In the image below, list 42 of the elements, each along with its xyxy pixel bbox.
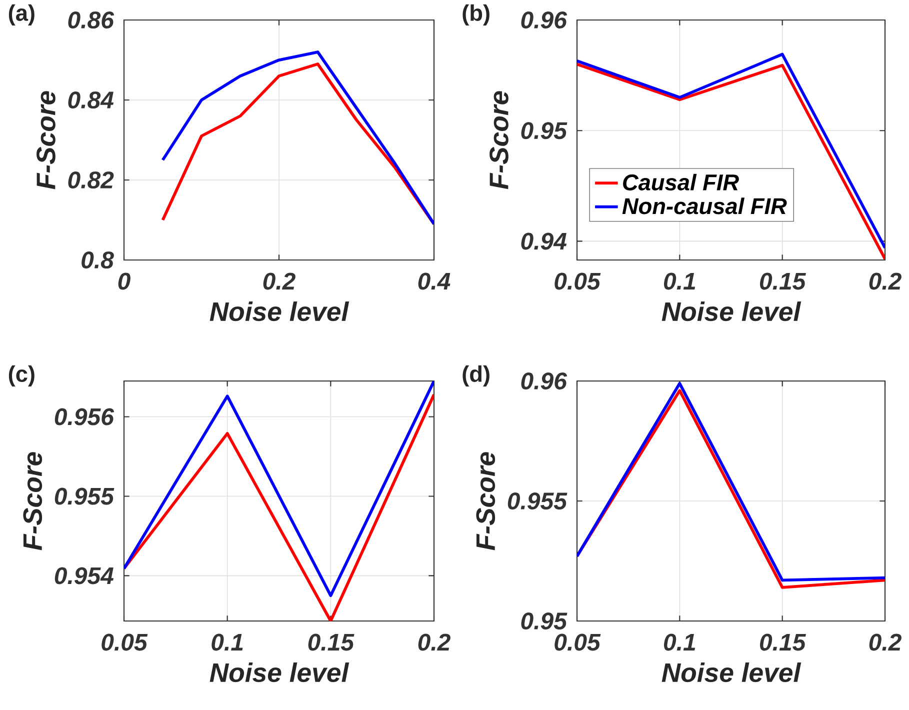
legend-label: Causal FIR	[623, 174, 739, 190]
x-axis-title: Noise level	[210, 662, 350, 682]
y-tick-label: 0.955	[508, 492, 568, 510]
y-tick-label: 0.84	[68, 92, 114, 108]
y-tick-label: 0.956	[54, 408, 114, 426]
text: (c)	[8, 365, 34, 386]
y-tick-label: 0.94	[521, 232, 567, 250]
text: (b)	[462, 4, 490, 26]
y-axis-title: F-Score	[476, 452, 496, 550]
y-tick-label: 0.954	[54, 567, 114, 584]
x-tick-label: 0.2	[869, 272, 902, 290]
x-tick-label: 0.2	[263, 272, 296, 290]
x-tick-label: 0.1	[664, 634, 696, 651]
x-tick-label: 0	[118, 272, 130, 290]
x-axis-title: Noise level	[662, 662, 802, 682]
text: (a)	[8, 4, 34, 26]
x-axis-title: Noise level	[662, 302, 802, 322]
y-tick-label: 0.96	[521, 372, 568, 390]
x-tick-label: 0.15	[308, 634, 354, 651]
y-tick-label: 0.8	[82, 251, 114, 268]
y-tick-label: 0.95	[521, 612, 568, 630]
x-tick-label: 0.05	[102, 634, 148, 651]
x-tick-label: 0.2	[869, 634, 902, 651]
text: (d)	[462, 365, 490, 386]
y-axis-title: F-Score	[23, 452, 42, 550]
y-axis-title: F-Score	[490, 91, 508, 190]
x-tick-label: 0.15	[760, 634, 806, 651]
y-tick-label: 0.96	[521, 11, 568, 28]
y-axis-title: F-Score	[36, 91, 56, 190]
x-tick-label: 0.1	[664, 272, 696, 290]
x-tick-label: 0.05	[554, 634, 601, 651]
legend-label: Non-causal FIR	[622, 198, 787, 214]
x-axis-title: Noise level	[210, 302, 350, 322]
x-tick-label: 0.4	[418, 272, 450, 290]
x-tick-label: 0.2	[418, 634, 450, 651]
y-tick-label: 0.82	[68, 171, 114, 188]
x-tick-label: 0.1	[212, 634, 243, 651]
x-tick-label: 0.15	[760, 272, 806, 290]
y-tick-label: 0.955	[54, 488, 114, 505]
y-tick-label: 0.86	[68, 12, 114, 28]
x-tick-label: 0.05	[554, 272, 601, 290]
y-tick-label: 0.95	[521, 122, 568, 140]
